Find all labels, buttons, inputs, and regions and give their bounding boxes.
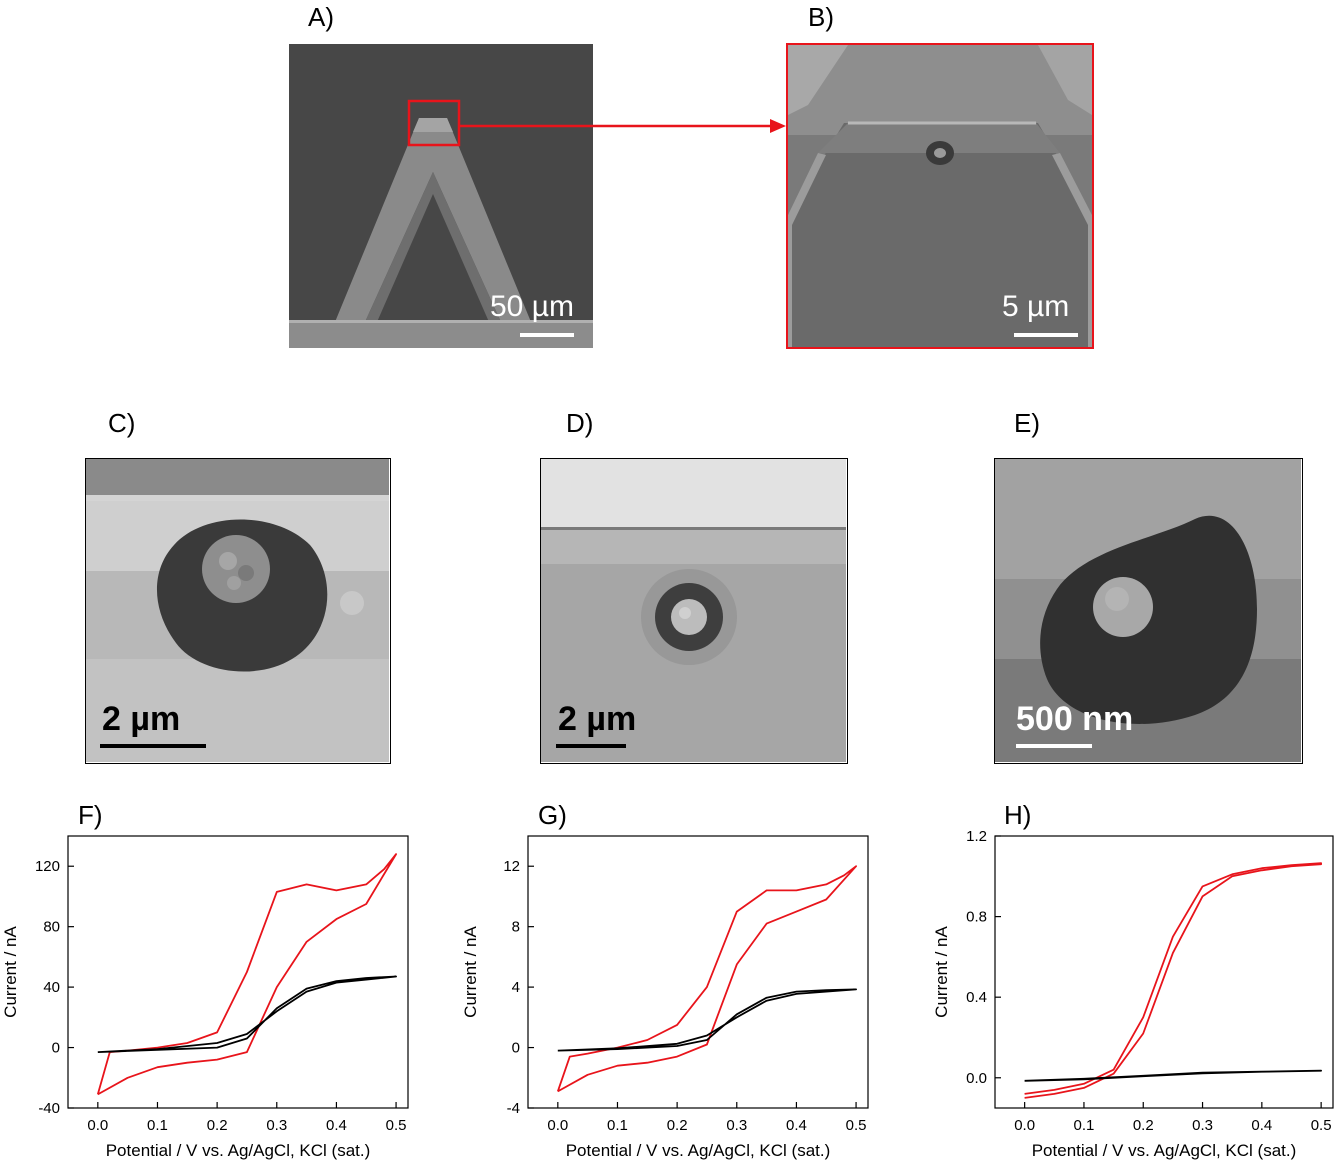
- y-tick-label: 120: [35, 858, 60, 875]
- y-tick-label: 8: [512, 919, 520, 936]
- scalebar-a: [520, 333, 574, 337]
- y-tick-label: 0.0: [966, 1070, 987, 1087]
- x-tick-label: 0.0: [87, 1117, 108, 1134]
- x-tick-label: 0.2: [667, 1117, 688, 1134]
- x-axis-label: Potential / V vs. Ag/AgCl, KCl (sat.): [1032, 1141, 1297, 1160]
- x-axis-label: Potential / V vs. Ag/AgCl, KCl (sat.): [106, 1141, 371, 1160]
- scalebar-label-b: 5 µm: [1002, 290, 1069, 324]
- scalebar-label-c: 2 µm: [102, 700, 180, 739]
- y-tick-label: 0.4: [966, 989, 987, 1006]
- scalebar-label-a: 50 µm: [490, 290, 574, 324]
- y-tick-label: 0: [52, 1040, 60, 1057]
- scalebar-c: [100, 744, 206, 748]
- cv-plot-g: 0.0 0.1 0.2 0.3 0.4 0.5 -4 0 4 8 12 Potential / V v…: [460, 826, 900, 1164]
- series-red: [558, 866, 856, 1091]
- y-tick-label: 0.8: [966, 909, 987, 926]
- y-tick-label: 12: [503, 858, 520, 875]
- y-tick-label: 0: [512, 1040, 520, 1057]
- x-tick-label: 0.4: [786, 1117, 807, 1134]
- cv-plot-h: 0.0 0.1 0.2 0.3 0.4 0.5 0.0 0.4 0.8 1.2 Potential …: [895, 826, 1335, 1164]
- scalebar-label-e: 500 nm: [1016, 700, 1133, 739]
- x-tick-label: 0.1: [1074, 1117, 1095, 1134]
- panel-label-d: D): [566, 408, 593, 439]
- x-tick-label: 0.2: [1133, 1117, 1154, 1134]
- series-black: [98, 977, 396, 1053]
- y-tick-label: 40: [43, 979, 60, 996]
- cv-svg-g: 0.0 0.1 0.2 0.3 0.4 0.5 -4 0 4 8 12 Potential / V v…: [460, 826, 900, 1164]
- panel-label-e: E): [1014, 408, 1040, 439]
- x-axis-label: Potential / V vs. Ag/AgCl, KCl (sat.): [566, 1141, 831, 1160]
- plot-frame: [68, 836, 408, 1108]
- x-tick-label: 0.1: [147, 1117, 168, 1134]
- series-black: [558, 989, 856, 1050]
- x-tick-label: 0.1: [607, 1117, 628, 1134]
- y-tick-label: 1.2: [966, 828, 987, 845]
- series-red: [98, 854, 396, 1094]
- x-tick-label: 0.3: [266, 1117, 287, 1134]
- x-tick-label: 0.0: [547, 1117, 568, 1134]
- scalebar-d: [556, 744, 626, 748]
- y-axis-label: Current / nA: [461, 926, 480, 1018]
- scalebar-b: [1014, 333, 1078, 337]
- x-tick-label: 0.0: [1014, 1117, 1035, 1134]
- y-axis-label: Current / nA: [932, 926, 951, 1018]
- cv-svg-f: 0.0 0.1 0.2 0.3 0.4 0.5 -40 0 40 80 120 Potential /…: [0, 826, 440, 1164]
- x-tick-label: 0.3: [1192, 1117, 1213, 1134]
- x-tick-label: 0.4: [1251, 1117, 1272, 1134]
- y-tick-label: -4: [507, 1100, 520, 1117]
- plot-frame: [995, 836, 1333, 1108]
- x-tick-label: 0.4: [326, 1117, 347, 1134]
- x-tick-label: 0.5: [386, 1117, 407, 1134]
- scalebar-label-d: 2 µm: [558, 700, 636, 739]
- x-tick-label: 0.5: [846, 1117, 867, 1134]
- x-tick-label: 0.3: [726, 1117, 747, 1134]
- cv-svg-h: 0.0 0.1 0.2 0.3 0.4 0.5 0.0 0.4 0.8 1.2 Potential …: [895, 826, 1335, 1164]
- x-tick-label: 0.2: [207, 1117, 228, 1134]
- plot-frame: [528, 836, 868, 1108]
- panel-label-c: C): [108, 408, 135, 439]
- y-tick-label: 4: [512, 979, 520, 996]
- series-red: [1025, 863, 1322, 1098]
- y-tick-label: 80: [43, 919, 60, 936]
- x-tick-label: 0.5: [1311, 1117, 1332, 1134]
- y-axis-label: Current / nA: [1, 926, 20, 1018]
- scalebar-e: [1016, 744, 1092, 748]
- y-tick-label: -40: [38, 1100, 60, 1117]
- cv-plot-f: 0.0 0.1 0.2 0.3 0.4 0.5 -40 0 40 80 120 Potential /…: [0, 826, 440, 1164]
- series-black: [1025, 1071, 1322, 1081]
